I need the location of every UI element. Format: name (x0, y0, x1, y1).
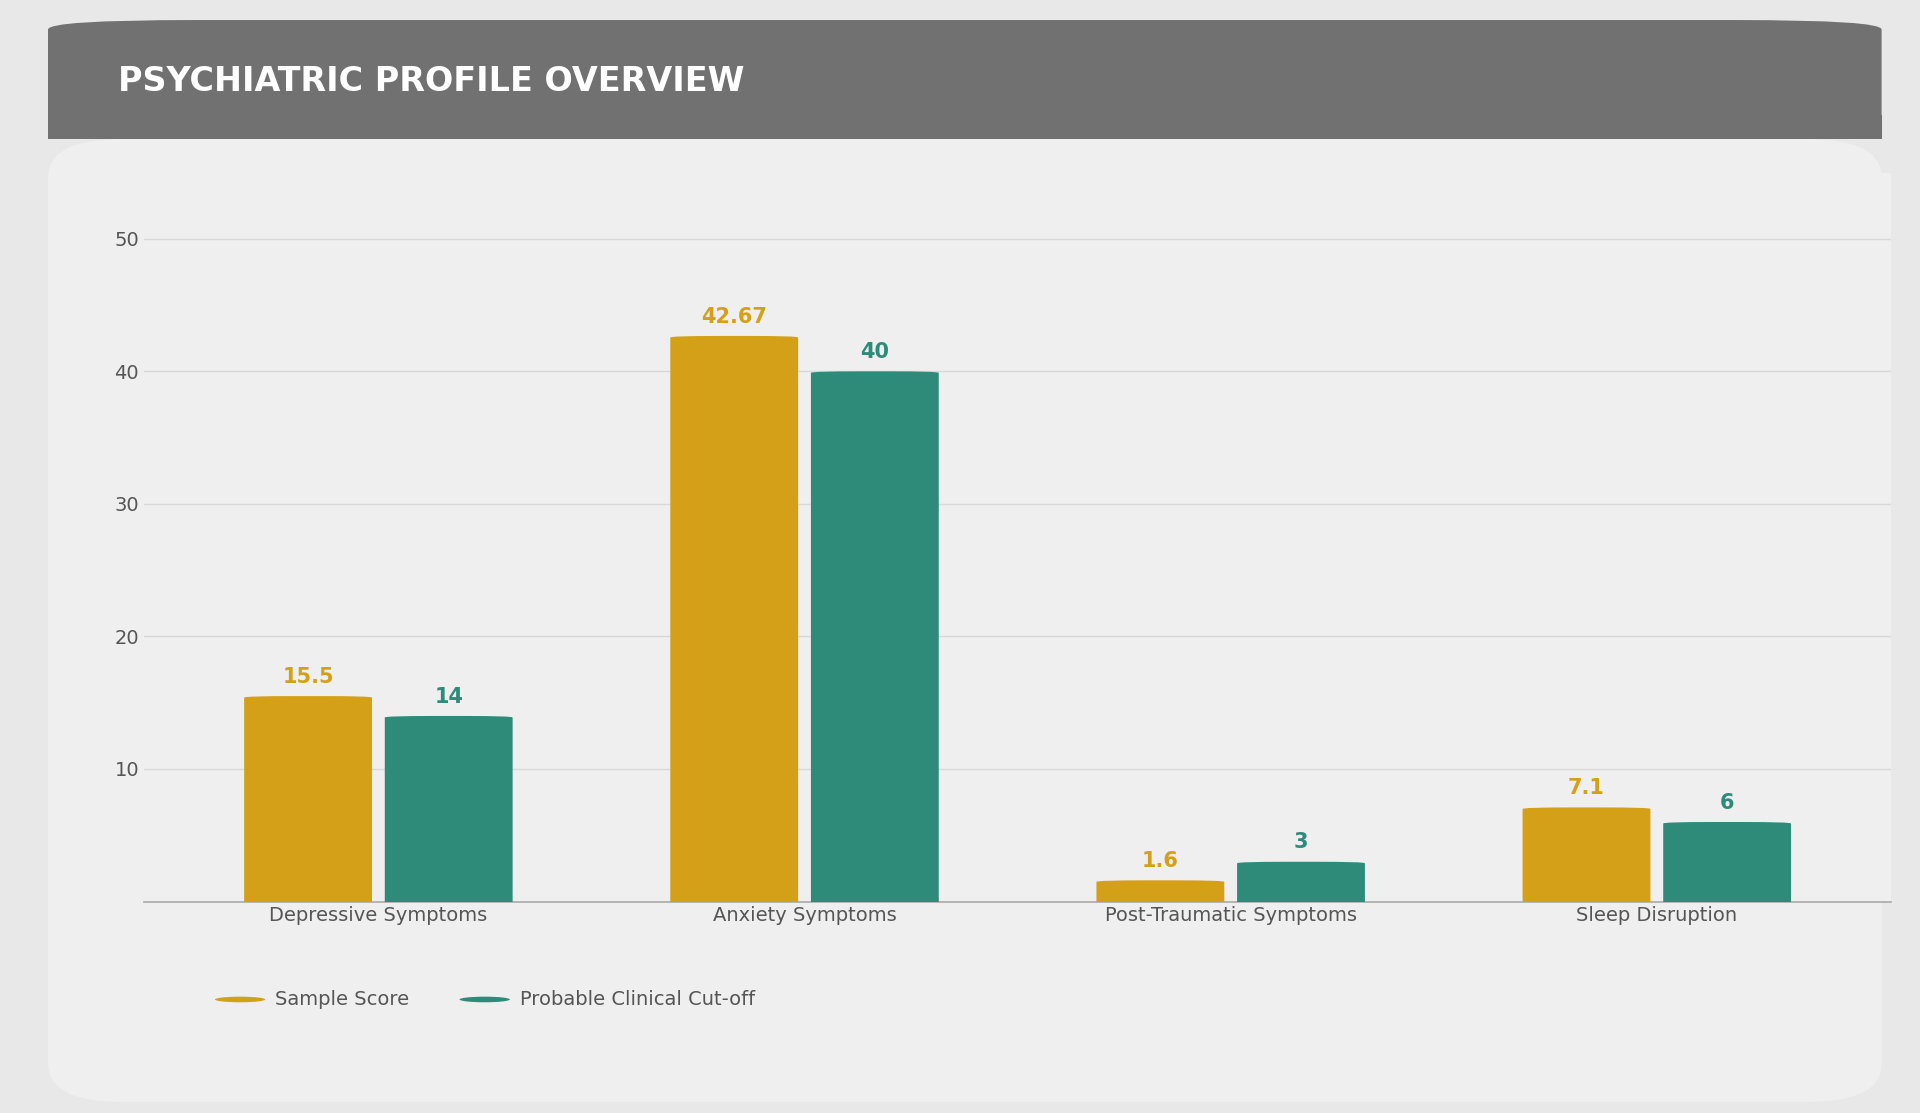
Text: 3: 3 (1294, 833, 1308, 853)
Text: 15.5: 15.5 (282, 667, 334, 687)
Text: 6: 6 (1720, 792, 1734, 812)
FancyBboxPatch shape (810, 372, 939, 905)
Text: Probable Clinical Cut-off: Probable Clinical Cut-off (520, 989, 755, 1009)
Bar (48, 116, 1882, 139)
FancyBboxPatch shape (244, 696, 372, 905)
FancyBboxPatch shape (1663, 823, 1791, 905)
Text: 1.6: 1.6 (1142, 851, 1179, 871)
Text: 7.1: 7.1 (1569, 778, 1605, 798)
FancyBboxPatch shape (1096, 880, 1225, 905)
FancyBboxPatch shape (670, 336, 799, 905)
Text: PSYCHIATRIC PROFILE OVERVIEW: PSYCHIATRIC PROFILE OVERVIEW (117, 66, 745, 98)
Text: Sample Score: Sample Score (275, 989, 409, 1009)
FancyBboxPatch shape (384, 716, 513, 905)
Ellipse shape (215, 996, 265, 1003)
FancyBboxPatch shape (48, 139, 1882, 1102)
Text: 42.67: 42.67 (701, 307, 768, 327)
FancyBboxPatch shape (48, 20, 1882, 139)
Ellipse shape (459, 996, 511, 1003)
FancyBboxPatch shape (1523, 807, 1651, 905)
FancyBboxPatch shape (1236, 861, 1365, 905)
Text: 40: 40 (860, 342, 889, 362)
Text: 14: 14 (434, 687, 463, 707)
